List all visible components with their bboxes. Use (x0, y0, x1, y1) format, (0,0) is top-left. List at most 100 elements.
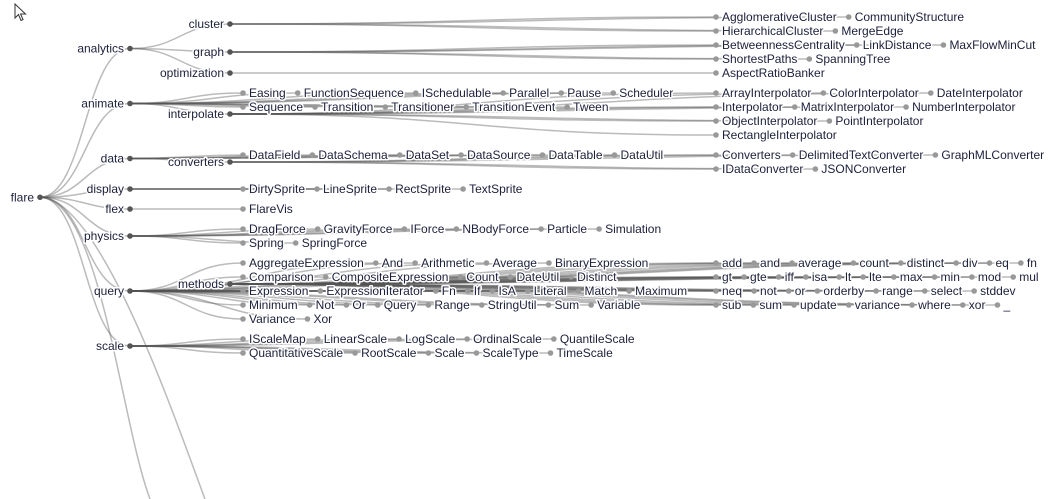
leaf-node-Fn[interactable]: Fn (432, 283, 457, 300)
node-dot[interactable] (425, 350, 432, 356)
leaf-node-If[interactable]: If (464, 283, 483, 300)
node-dot[interactable] (312, 104, 318, 110)
node-dot[interactable] (713, 166, 719, 172)
node-dot[interactable] (547, 350, 554, 356)
node-dot[interactable] (713, 42, 719, 48)
leaf-node-FlareVis[interactable]: FlareVis (240, 201, 294, 218)
leaf-node-NBodyForce[interactable]: NBodyForce (453, 221, 531, 238)
leaf-node-Variance[interactable]: Variance (240, 311, 297, 328)
node-dot[interactable] (240, 288, 246, 294)
leaf-node-JSONConverter[interactable]: JSONConverter (812, 161, 908, 178)
node-dot[interactable] (374, 302, 381, 308)
node-dot[interactable] (826, 118, 833, 124)
leaf-node-Tween[interactable]: Tween (564, 99, 610, 116)
leaf-node-DirtySprite[interactable]: DirtySprite (240, 181, 307, 198)
node-dot[interactable] (931, 274, 938, 280)
node-dot[interactable] (713, 132, 719, 138)
node-dot[interactable] (921, 288, 928, 294)
leaf-node-isa[interactable]: isa (803, 269, 829, 286)
node-dot[interactable] (775, 274, 782, 280)
node-dot[interactable] (626, 288, 632, 294)
leaf-node-Match[interactable]: Match (575, 283, 619, 300)
leaf-node-count[interactable]: count (850, 255, 891, 272)
node-dot[interactable] (741, 274, 747, 280)
node-dot[interactable] (314, 226, 321, 232)
leaf-node-ArrayInterpolator[interactable]: ArrayInterpolator (713, 85, 813, 102)
leaf-node-Transition[interactable]: Transition (312, 99, 375, 116)
leaf-node-OrdinalScale[interactable]: OrdinalScale (464, 331, 544, 348)
node-dot[interactable] (240, 240, 246, 246)
node-dot[interactable] (382, 104, 389, 110)
leaf-node-_[interactable]: _ (994, 297, 1012, 314)
node-dot[interactable] (713, 302, 719, 308)
node-dot[interactable] (853, 42, 860, 48)
leaf-node-gt[interactable]: gt (713, 269, 734, 286)
node-dot[interactable] (227, 111, 233, 117)
node-dot[interactable] (713, 118, 719, 124)
node-dot[interactable] (322, 274, 329, 280)
leaf-node-CompositeExpression[interactable]: CompositeExpression (322, 269, 450, 286)
internal-node-converters[interactable]: converters (166, 154, 233, 171)
node-dot[interactable] (458, 152, 464, 158)
leaf-node-Pause[interactable]: Pause (558, 85, 603, 102)
leaf-node-lt[interactable]: lt (836, 269, 853, 286)
node-dot[interactable] (227, 281, 233, 287)
node-dot[interactable] (803, 274, 809, 280)
node-dot[interactable] (873, 288, 879, 294)
internal-node-data[interactable]: data (99, 150, 133, 167)
node-dot[interactable] (304, 316, 311, 322)
leaf-node-ISchedulable[interactable]: ISchedulable (412, 85, 493, 102)
node-dot[interactable] (294, 90, 301, 96)
internal-node-animate[interactable]: animate (80, 95, 133, 112)
node-dot[interactable] (401, 226, 408, 232)
internal-node-analytics[interactable]: analytics (76, 40, 133, 57)
node-dot[interactable] (473, 350, 480, 356)
leaf-node-IsA[interactable]: IsA (489, 283, 517, 300)
leaf-node-TimeScale[interactable]: TimeScale (547, 345, 615, 362)
leaf-node-Count[interactable]: Count (457, 269, 501, 286)
node-dot[interactable] (850, 260, 857, 266)
leaf-node-HierarchicalCluster[interactable]: HierarchicalCluster (713, 23, 825, 40)
internal-node-methods[interactable]: methods (176, 276, 233, 293)
node-dot[interactable] (551, 336, 557, 342)
node-dot[interactable] (806, 56, 813, 62)
leaf-node-Interpolator[interactable]: Interpolator (713, 99, 784, 116)
node-dot[interactable] (994, 302, 1001, 308)
node-dot[interactable] (959, 302, 966, 308)
leaf-node-range[interactable]: range (873, 283, 915, 300)
leaf-node-mod[interactable]: mod (969, 269, 1003, 286)
leaf-node-Literal[interactable]: Literal (524, 283, 568, 300)
node-dot[interactable] (240, 274, 246, 280)
leaf-node-LinearScale[interactable]: LinearScale (314, 331, 389, 348)
leaf-node-min[interactable]: min (931, 269, 961, 286)
node-dot[interactable] (845, 302, 852, 308)
node-dot[interactable] (713, 104, 719, 110)
leaf-node-DelimitedTextConverter[interactable]: DelimitedTextConverter (789, 147, 925, 164)
node-dot[interactable] (969, 274, 975, 280)
node-dot[interactable] (791, 302, 797, 308)
node-dot[interactable] (240, 350, 246, 356)
leaf-node-Spring[interactable]: Spring (240, 235, 285, 252)
node-dot[interactable] (127, 45, 133, 52)
leaf-node-fn[interactable]: fn (1018, 255, 1038, 272)
node-dot[interactable] (986, 260, 993, 266)
node-dot[interactable] (814, 288, 821, 294)
leaf-node-ExpressionIterator[interactable]: ExpressionIterator (317, 283, 425, 300)
node-dot[interactable] (464, 336, 470, 342)
node-dot[interactable] (240, 226, 246, 232)
leaf-node-DataUtil[interactable]: DataUtil (611, 147, 665, 164)
leaf-node-PointInterpolator[interactable]: PointInterpolator (826, 113, 925, 130)
leaf-node-Parallel[interactable]: Parallel (500, 85, 551, 102)
leaf-node-iff[interactable]: iff (775, 269, 796, 286)
leaf-node-LinkDistance[interactable]: LinkDistance (853, 37, 933, 54)
node-dot[interactable] (396, 152, 403, 158)
node-dot[interactable] (897, 260, 904, 266)
node-dot[interactable] (464, 288, 471, 294)
node-dot[interactable] (713, 70, 719, 76)
node-dot[interactable] (227, 70, 233, 76)
leaf-node-LogScale[interactable]: LogScale (396, 331, 457, 348)
leaf-node-MatrixInterpolator[interactable]: MatrixInterpolator (791, 99, 896, 116)
leaf-node-mul[interactable]: mul (1010, 269, 1040, 286)
leaf-node-variance[interactable]: variance (845, 297, 902, 314)
leaf-node-Scheduler[interactable]: Scheduler (610, 85, 675, 102)
